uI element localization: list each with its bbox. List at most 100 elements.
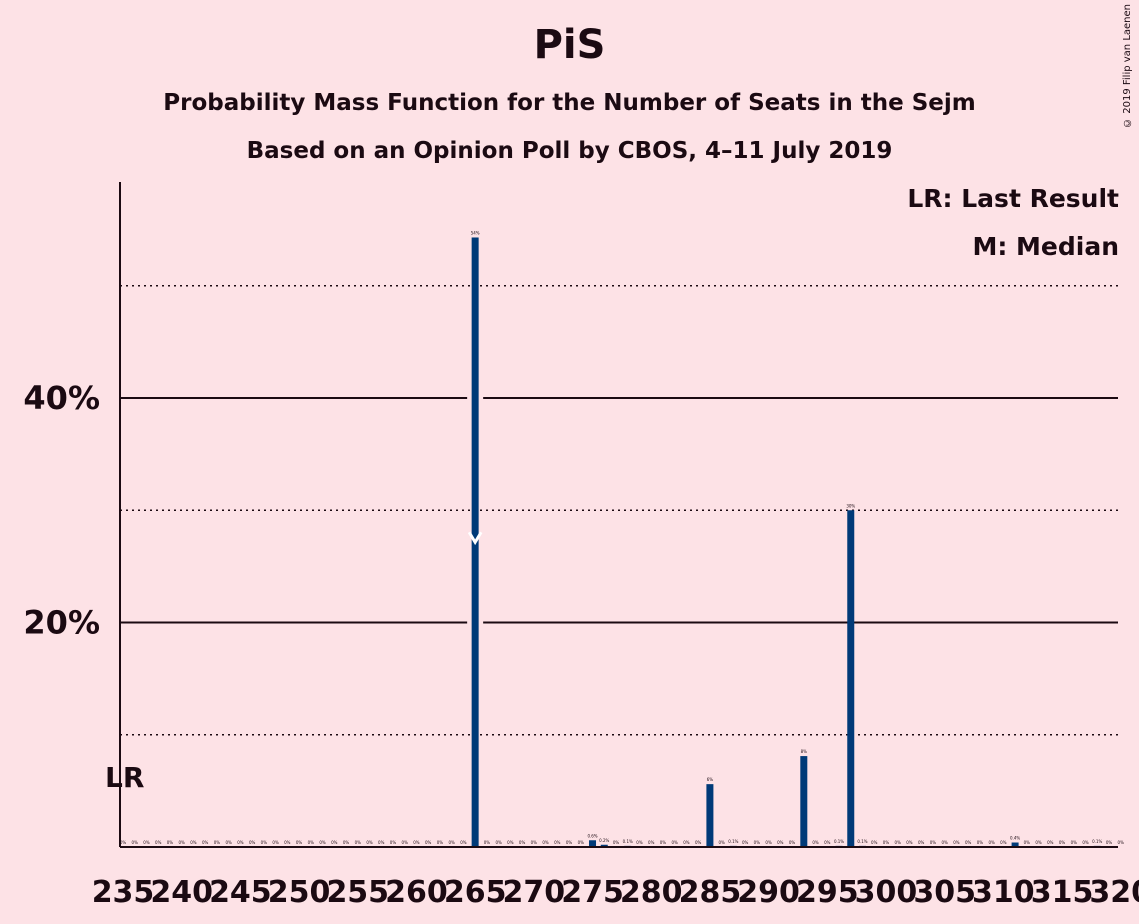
bar-value-label: 0% [249,840,256,845]
bar-value-label: 0% [824,840,831,845]
bar-value-label: 0% [378,840,385,845]
bar-value-label: 0% [319,840,326,845]
bar-value-label: 0% [120,840,127,845]
bar [589,840,597,847]
median-marker [467,531,483,546]
x-tick-label: 305 [913,875,976,910]
bar-value-label: 0% [660,840,667,845]
x-tick-label: 235 [92,875,155,910]
bar-value-label: 0% [308,840,315,845]
x-tick-label: 265 [444,875,507,910]
bar-value-label: 0% [777,840,784,845]
bar [600,844,608,847]
bar-value-label: 0.1% [857,839,867,844]
legend-last-result: LR: Last Result [907,184,1119,213]
bar-value-label: 0% [930,840,937,845]
bar-value-label: 0% [343,840,350,845]
x-tick-label: 245 [209,875,272,910]
bar-value-label: 0% [1059,840,1066,845]
grid-layer [120,285,1118,736]
bar-value-label: 0.1% [834,839,844,844]
bar-value-label: 0% [390,840,397,845]
bar-value-label: 0% [812,840,819,845]
bar-value-label: 0% [613,840,620,845]
chart-title: PiS [533,22,606,68]
bar-value-label: 8% [801,749,808,754]
bar-value-label: 0% [495,840,502,845]
x-tick-label: 310 [972,875,1035,910]
bar-value-label: 0% [448,840,455,845]
x-tick-label: 320 [1089,875,1139,910]
bar-value-label: 0% [425,840,432,845]
bar-value-label: 0% [190,840,197,845]
bar-value-label: 0% [296,840,303,845]
bar [847,510,855,847]
bar-value-label: 0.6% [587,833,597,838]
bar-value-label: 0% [718,840,725,845]
bar-value-label: 0% [906,840,913,845]
bar-value-label: 0% [871,840,878,845]
bar-value-label: 0% [402,840,409,845]
bar-value-label: 0% [237,840,244,845]
bar-value-label: 0% [1024,840,1031,845]
bar-value-label: 0% [460,840,467,845]
bar-value-label: 0% [683,840,690,845]
x-tick-label: 290 [737,875,800,910]
x-tick-label: 285 [679,875,742,910]
y-tick-label: 40% [23,379,100,417]
x-tick-label: 255 [326,875,389,910]
x-tick-label: 300 [855,875,918,910]
bar-value-label: 0.2% [599,838,609,843]
bar-value-label: 0% [754,840,761,845]
bar-value-label: 0% [272,840,279,845]
bar-value-label: 0% [953,840,960,845]
bar-value-label: 0% [437,840,444,845]
bar-value-label: 0% [636,840,643,845]
bar-value-label: 0% [143,840,150,845]
bar-value-label: 0% [1118,840,1125,845]
bar-value-label: 0% [695,840,702,845]
bars-layer [471,237,1101,848]
x-tick-label: 270 [503,875,566,910]
bar [800,756,808,847]
bar-value-label: 0% [941,840,948,845]
bar-value-label: 0% [413,840,420,845]
bar-value-label: 0% [155,840,162,845]
bar-value-label: 0% [531,840,538,845]
bar-value-label: 0% [554,840,561,845]
bar-value-label: 0% [179,840,186,845]
bar-value-label: 0% [225,840,232,845]
bar-value-label: 6% [707,777,714,782]
x-tick-label: 280 [620,875,683,910]
chart-source: Based on an Opinion Poll by CBOS, 4–11 J… [246,138,893,164]
bar-value-label: 0% [789,840,796,845]
bar-value-label: 0% [167,840,174,845]
bar-value-label: 0% [578,840,585,845]
x-tick-label: 260 [385,875,448,910]
bar-value-label: 0% [519,840,526,845]
bar-value-label: 0% [484,840,491,845]
bar-value-label: 0% [214,840,221,845]
bar-value-label: 0.1% [728,839,738,844]
bar-value-label: 0% [1047,840,1054,845]
x-tick-label: 275 [561,875,624,910]
bar-value-label: 0% [895,840,902,845]
bar-value-label: 0% [507,840,514,845]
last-result-marker: LR [105,761,144,794]
bar-value-label: 0% [566,840,573,845]
bar-value-label: 0% [355,840,362,845]
bar-value-label: 0% [765,840,772,845]
x-tick-label: 240 [150,875,213,910]
x-tick-label: 295 [796,875,859,910]
bar-value-label: 0.1% [623,839,633,844]
bar-value-label: 0% [883,840,890,845]
y-tick-label: 20% [23,604,100,642]
bar-value-label: 0% [648,840,655,845]
bar-value-label: 0% [261,840,268,845]
axes-layer: 20% 40% LR 23524024525025526026527027528028… [23,182,1139,910]
bar-value-label: 0% [988,840,995,845]
bar-value-label: 0% [918,840,925,845]
bar [706,784,714,847]
legend-median: M: Median [972,232,1119,261]
